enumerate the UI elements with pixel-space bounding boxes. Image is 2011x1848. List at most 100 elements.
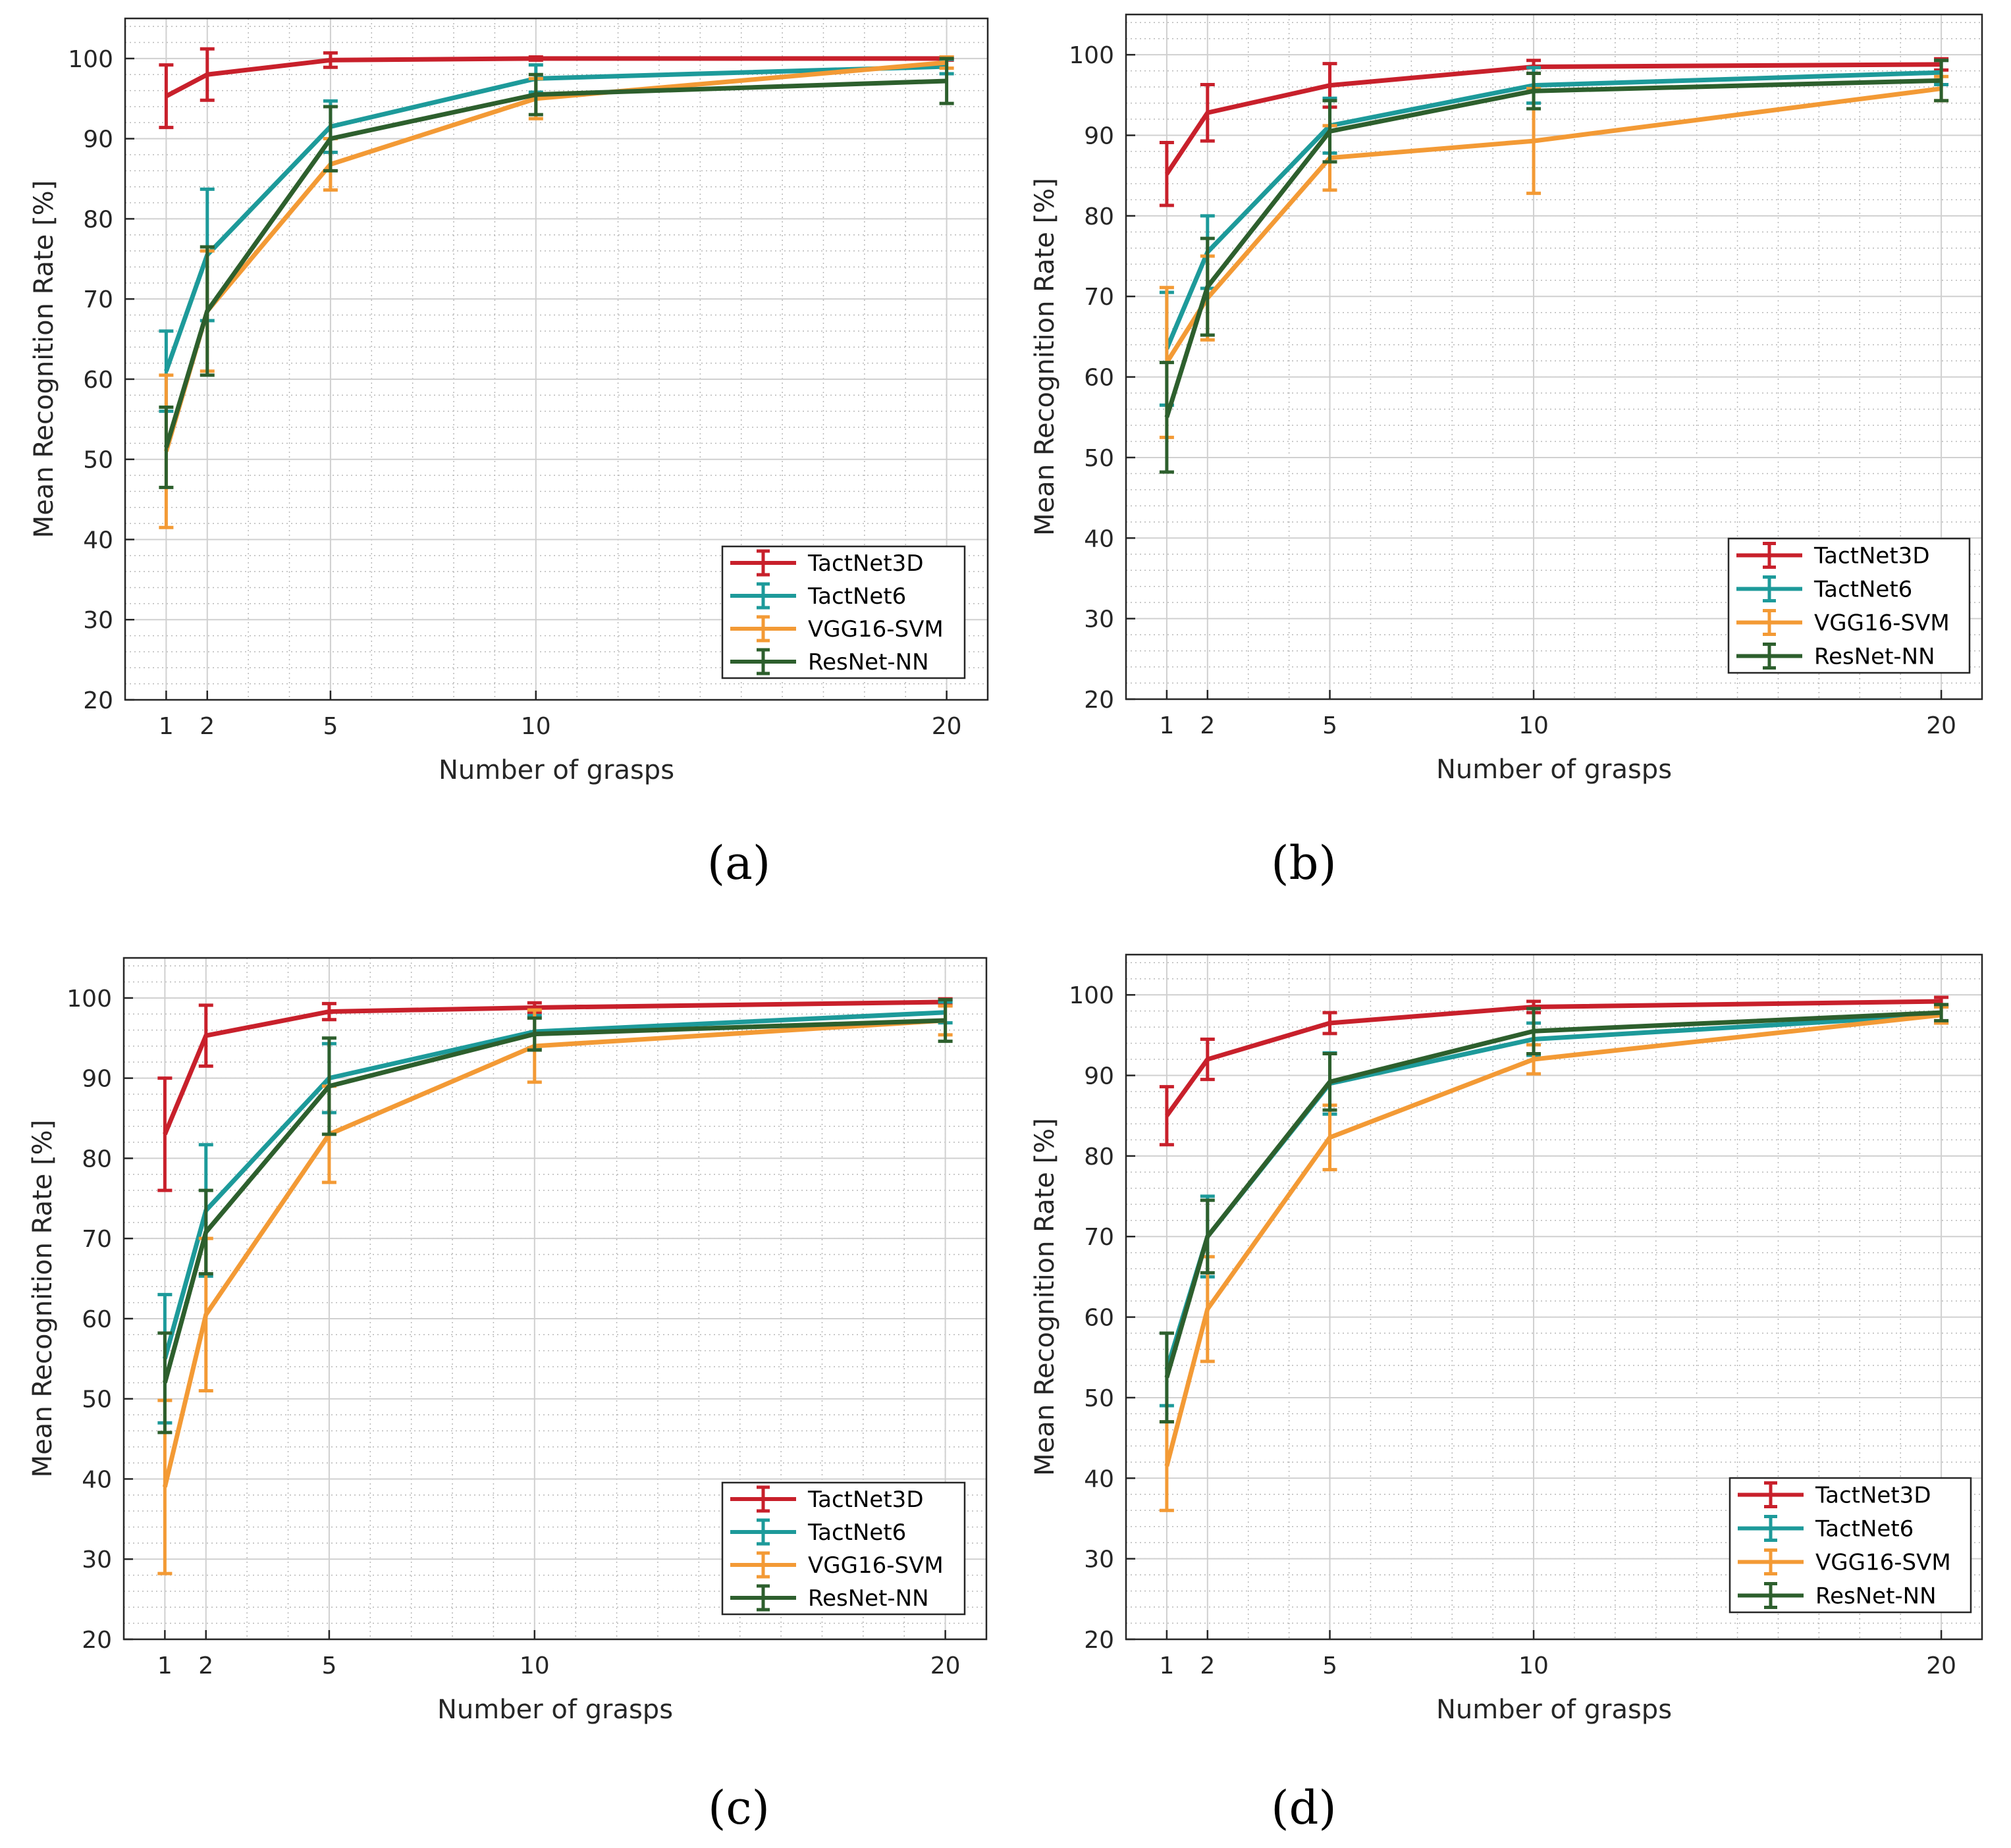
chart-panel-c: 1 2 5 10 20 20 30 40 50 60 70 80 90 100 Number of gras…: [28, 957, 988, 1835]
legend-item-tactnet3d: TactNet3D: [730, 1485, 924, 1513]
y-tick-label: 40: [82, 1466, 112, 1493]
series-line: [163, 1018, 946, 1384]
y-tick-label: 90: [1084, 1063, 1114, 1090]
x-tick-label: 2: [1200, 712, 1215, 739]
legend-label: ResNet-NN: [808, 1585, 929, 1612]
legend: TactNet3D TactNet6 VGG16-SVM ResNet-NN: [1729, 1477, 1972, 1614]
axes-box: [124, 17, 989, 701]
y-tick-label: 90: [1084, 123, 1114, 150]
legend-label: ResNet-NN: [808, 649, 929, 675]
legend-item-vgg16-svm: VGG16-SVM: [1738, 1548, 1951, 1576]
series-line: [1164, 1013, 1942, 1371]
series-line: [163, 1010, 946, 1360]
series-line: [1164, 62, 1942, 176]
y-axis-label: Mean Recognition Rate [%]: [1030, 1118, 1060, 1476]
legend-label: TactNet3D: [807, 1487, 924, 1513]
panel-label: (d): [1271, 1781, 1336, 1835]
x-tick-label: 1: [157, 1652, 173, 1679]
legend: TactNet3D TactNet6 VGG16-SVM ResNet-NN: [1727, 537, 1971, 674]
x-tick-label: 10: [1518, 1652, 1549, 1679]
y-tick-label: 30: [1084, 1546, 1114, 1573]
legend-item-resnet-nn: ResNet-NN: [1738, 1582, 1937, 1610]
y-tick-label: 90: [83, 126, 113, 153]
y-tick-label: 50: [1084, 445, 1114, 472]
x-tick-label: 5: [1322, 712, 1337, 739]
series-tactnet6: [1159, 1005, 1949, 1408]
legend-label: TactNet3D: [807, 550, 924, 577]
y-axis-label: Mean Recognition Rate [%]: [29, 180, 59, 539]
series-line: [164, 78, 947, 448]
series-line: [162, 1018, 946, 1488]
y-tick-label: 100: [1069, 42, 1114, 69]
y-tick-label: 60: [1084, 1305, 1114, 1332]
x-tick-label: 20: [1926, 1652, 1956, 1679]
y-tick-label: 60: [82, 1306, 112, 1333]
y-tick-label: 20: [82, 1627, 112, 1654]
panel-label: (b): [1271, 836, 1336, 890]
legend-item-tactnet6: TactNet6: [730, 1518, 906, 1546]
legend-item-tactnet3d: TactNet3D: [1738, 1481, 1931, 1509]
x-tick-label: 2: [200, 713, 215, 740]
x-tick-label: 10: [520, 1652, 550, 1679]
x-tick-label: 10: [1518, 712, 1549, 739]
x-tick-label: 5: [321, 1652, 336, 1679]
legend-label: VGG16-SVM: [1815, 1550, 1951, 1576]
y-tick-label: 30: [83, 607, 113, 634]
series-resnet-nn: [1159, 1003, 1949, 1424]
legend-item-tactnet3d: TactNet3D: [730, 549, 924, 577]
legend-label: TactNet6: [807, 1519, 906, 1546]
y-tick-label: 70: [82, 1226, 112, 1253]
y-tick-label: 40: [83, 527, 113, 554]
y-tick-label: 30: [1084, 606, 1114, 633]
axes-box: [1125, 13, 1983, 700]
legend-label: TactNet3D: [1813, 543, 1930, 569]
series-line: [1164, 1013, 1942, 1467]
legend-item-tactnet6: TactNet6: [1738, 1515, 1914, 1543]
y-tick-label: 100: [67, 986, 112, 1013]
y-tick-label: 80: [1084, 1144, 1114, 1171]
legend-item-resnet-nn: ResNet-NN: [730, 648, 929, 675]
legend-item-tactnet3d: TactNet3D: [1736, 542, 1930, 569]
y-tick-label: 100: [1069, 982, 1114, 1009]
legend: TactNet3D TactNet6 VGG16-SVM ResNet-NN: [721, 545, 966, 679]
x-axis-label: Number of grasps: [1436, 754, 1672, 785]
x-axis-label: Number of grasps: [1436, 1695, 1672, 1725]
y-axis-label: Mean Recognition Rate [%]: [1030, 178, 1060, 536]
y-tick-label: 60: [1084, 365, 1114, 392]
legend-label: ResNet-NN: [1815, 1583, 1937, 1610]
series-line: [164, 60, 947, 452]
y-tick-label: 70: [1084, 284, 1114, 311]
x-tick-label: 10: [521, 713, 551, 740]
series-vgg16-svm: [1159, 74, 1949, 439]
legend-item-vgg16-svm: VGG16-SVM: [730, 1551, 944, 1579]
y-tick-label: 20: [1084, 687, 1114, 714]
chart-panel-a: 1 2 5 10 20 20 30 40 50 60 70 80 90 100 Number of gras…: [29, 17, 989, 890]
series-tactnet3d: [159, 47, 954, 130]
y-tick-label: 80: [83, 206, 113, 233]
panel-label: (a): [707, 836, 770, 890]
series-line: [1164, 78, 1942, 418]
x-tick-label: 2: [1200, 1652, 1215, 1679]
legend-label: VGG16-SVM: [1814, 610, 1950, 637]
x-tick-label: 20: [1926, 712, 1956, 739]
legend-label: VGG16-SVM: [808, 616, 944, 643]
series-tactnet3d: [1159, 57, 1949, 207]
y-tick-label: 60: [83, 367, 113, 394]
y-tick-label: 20: [83, 687, 113, 714]
x-axis-label: Number of grasps: [439, 755, 674, 785]
x-tick-label: 1: [1159, 712, 1174, 739]
legend-item-tactnet6: TactNet6: [730, 582, 906, 610]
chart-panel-b: 1 2 5 10 20 20 30 40 50 60 70 80 90 100 Number of gras…: [1030, 13, 1983, 890]
series-resnet-nn: [1159, 59, 1949, 474]
panel-label: (c): [708, 1781, 770, 1835]
legend-label: TactNet6: [807, 583, 906, 610]
legend-label: TactNet6: [1815, 1516, 1914, 1543]
series-tactnet3d: [1159, 995, 1949, 1147]
legend-item-resnet-nn: ResNet-NN: [1736, 643, 1935, 670]
y-tick-label: 50: [82, 1386, 112, 1413]
legend-label: TactNet6: [1813, 577, 1912, 603]
y-tick-label: 40: [1084, 525, 1114, 552]
legend-label: ResNet-NN: [1814, 644, 1935, 670]
legend: TactNet3D TactNet6 VGG16-SVM ResNet-NN: [721, 1481, 966, 1616]
